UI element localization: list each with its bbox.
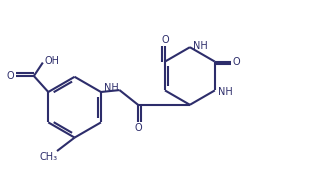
Text: OH: OH — [44, 56, 59, 66]
Text: NH: NH — [104, 83, 119, 93]
Text: O: O — [134, 123, 142, 133]
Text: NH: NH — [193, 41, 207, 51]
Text: CH₃: CH₃ — [40, 152, 58, 162]
Text: O: O — [161, 36, 169, 46]
Text: O: O — [7, 71, 14, 81]
Text: NH: NH — [218, 87, 232, 97]
Text: O: O — [233, 57, 241, 67]
